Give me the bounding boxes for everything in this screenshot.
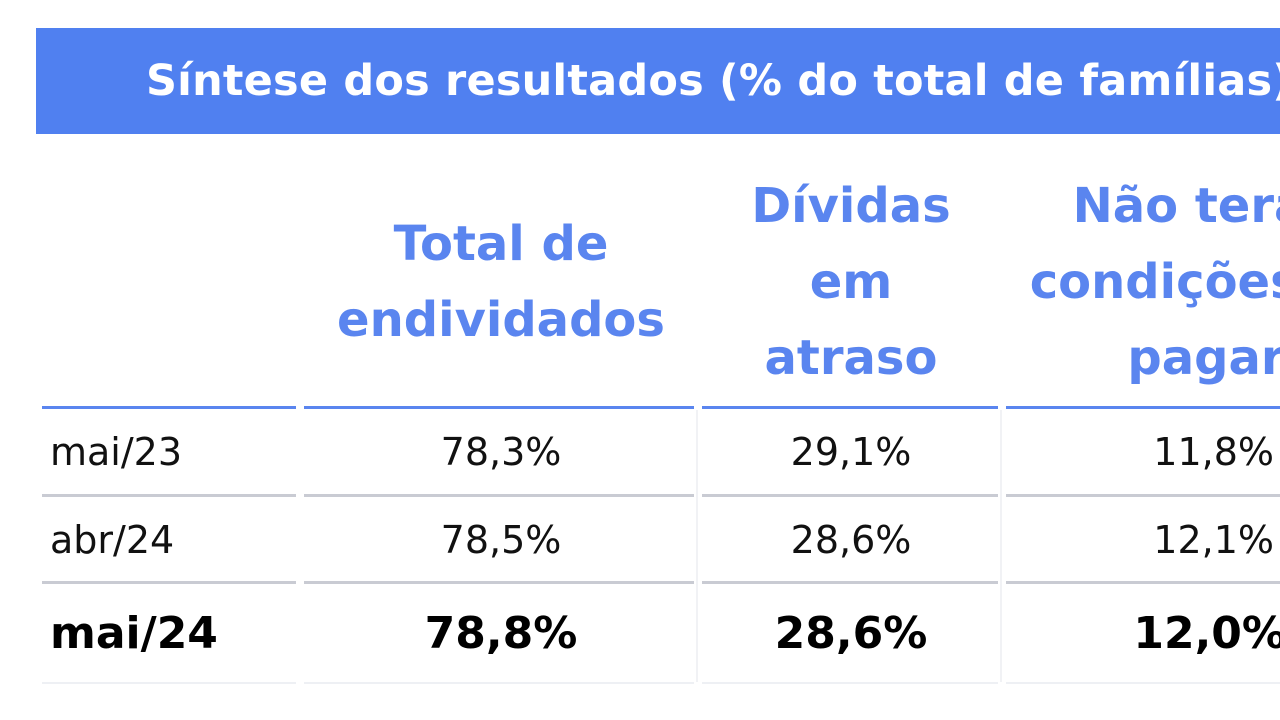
row-label: abr/24 [50,518,175,562]
row-rule [304,682,694,684]
cell-nao-pagar: 12,1% [1153,518,1274,562]
cell-atraso: 28,6% [790,518,912,562]
cell-atraso: 29,1% [790,430,912,474]
header-line: pagar [1127,330,1280,386]
header-line: atraso [764,330,938,386]
header-line: endividados [337,292,665,348]
column-separator [696,410,698,682]
row-rule [42,581,296,584]
row-rule [1006,494,1280,497]
cell-total: 78,8% [424,608,578,659]
header-line: condições de [1029,254,1280,310]
row-rule [304,494,694,497]
row-rule [1006,682,1280,684]
row-rule [304,581,694,584]
row-rule [702,682,998,684]
header-rule [304,406,694,409]
title-bar: Síntese dos resultados (% do total de fa… [36,28,1280,134]
summary-table: Síntese dos resultados (% do total de fa… [36,28,1280,718]
header-total-endividados: Total de endividados [306,206,696,358]
row-label: mai/23 [50,430,183,474]
row-rule [42,494,296,497]
header-rule [42,406,296,409]
column-separator [1000,410,1002,682]
header-line: em [809,254,893,310]
header-rule [702,406,998,409]
cell-nao-pagar: 12,0% [1133,608,1280,659]
header-line: Não terão [1072,178,1280,234]
cell-total: 78,3% [440,430,562,474]
header-line: Total de [393,216,609,272]
header-nao-terao-condicoes: Não terão condições de pagar [996,168,1280,396]
row-rule [702,581,998,584]
cell-total: 78,5% [440,518,562,562]
row-rule [42,682,296,684]
table-title: Síntese dos resultados (% do total de fa… [146,56,1280,106]
row-rule [1006,581,1280,584]
row-label: mai/24 [50,608,218,659]
header-rule [1006,406,1280,409]
row-rule [702,494,998,497]
header-line: Dívidas [751,178,951,234]
cell-atraso: 28,6% [774,608,928,659]
header-dividas-em-atraso: Dívidas em atraso [706,168,996,396]
cell-nao-pagar: 11,8% [1153,430,1274,474]
